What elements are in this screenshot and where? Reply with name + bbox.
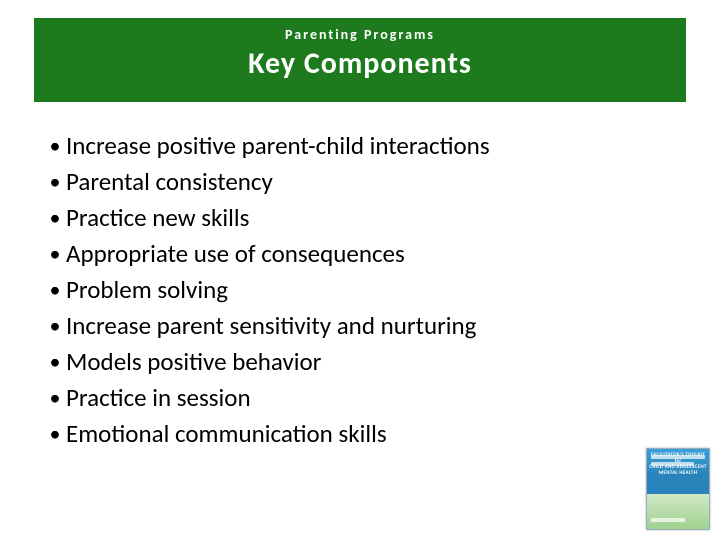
bullet-icon: • [44, 166, 66, 198]
bullet-text: Practice in session [66, 382, 251, 414]
slide: Parenting Programs Key Components • Incr… [0, 0, 720, 540]
bullet-text: Models positive behavior [66, 346, 321, 378]
bullet-icon: • [44, 418, 66, 450]
list-item: • Emotional communication skills [44, 418, 676, 450]
bullet-icon: • [44, 238, 66, 270]
thumbnail-bottom [647, 494, 709, 529]
bullet-icon: • [44, 346, 66, 378]
bullet-icon: • [44, 130, 66, 162]
thumbnail-caption-line: MENTAL HEALTH [659, 470, 697, 476]
list-item: • Increase positive parent-child interac… [44, 130, 676, 162]
bullet-icon: • [44, 274, 66, 306]
list-item: • Practice new skills [44, 202, 676, 234]
thumbnail-decor [651, 462, 694, 466]
list-item: • Practice in session [44, 382, 676, 414]
header-title: Key Components [34, 45, 686, 82]
bullet-icon: • [44, 382, 66, 414]
thumbnail-decor [651, 455, 705, 459]
bullet-text: Parental consistency [66, 166, 273, 198]
bullet-text: Increase positive parent-child interacti… [66, 130, 490, 162]
thumbnail-mid [647, 475, 709, 494]
list-item: • Increase parent sensitivity and nurtur… [44, 310, 676, 342]
bullet-list: • Increase positive parent-child interac… [44, 130, 676, 454]
list-item: • Parental consistency [44, 166, 676, 198]
list-item: • Appropriate use of consequences [44, 238, 676, 270]
bullet-icon: • [44, 310, 66, 342]
list-item: • Problem solving [44, 274, 676, 306]
bullet-text: Appropriate use of consequences [66, 238, 405, 270]
bullet-icon: • [44, 202, 66, 234]
header-subtitle: Parenting Programs [34, 26, 686, 43]
book-thumbnail: FACILITATOR'S TOOLKIT for CHILD AND ADOL… [646, 448, 710, 530]
list-item: • Models positive behavior [44, 346, 676, 378]
thumbnail-decor [651, 518, 685, 522]
bullet-text: Practice new skills [66, 202, 249, 234]
header-band: Parenting Programs Key Components [34, 18, 686, 102]
bullet-text: Problem solving [66, 274, 228, 306]
bullet-text: Emotional communication skills [66, 418, 387, 450]
bullet-text: Increase parent sensitivity and nurturin… [66, 310, 476, 342]
